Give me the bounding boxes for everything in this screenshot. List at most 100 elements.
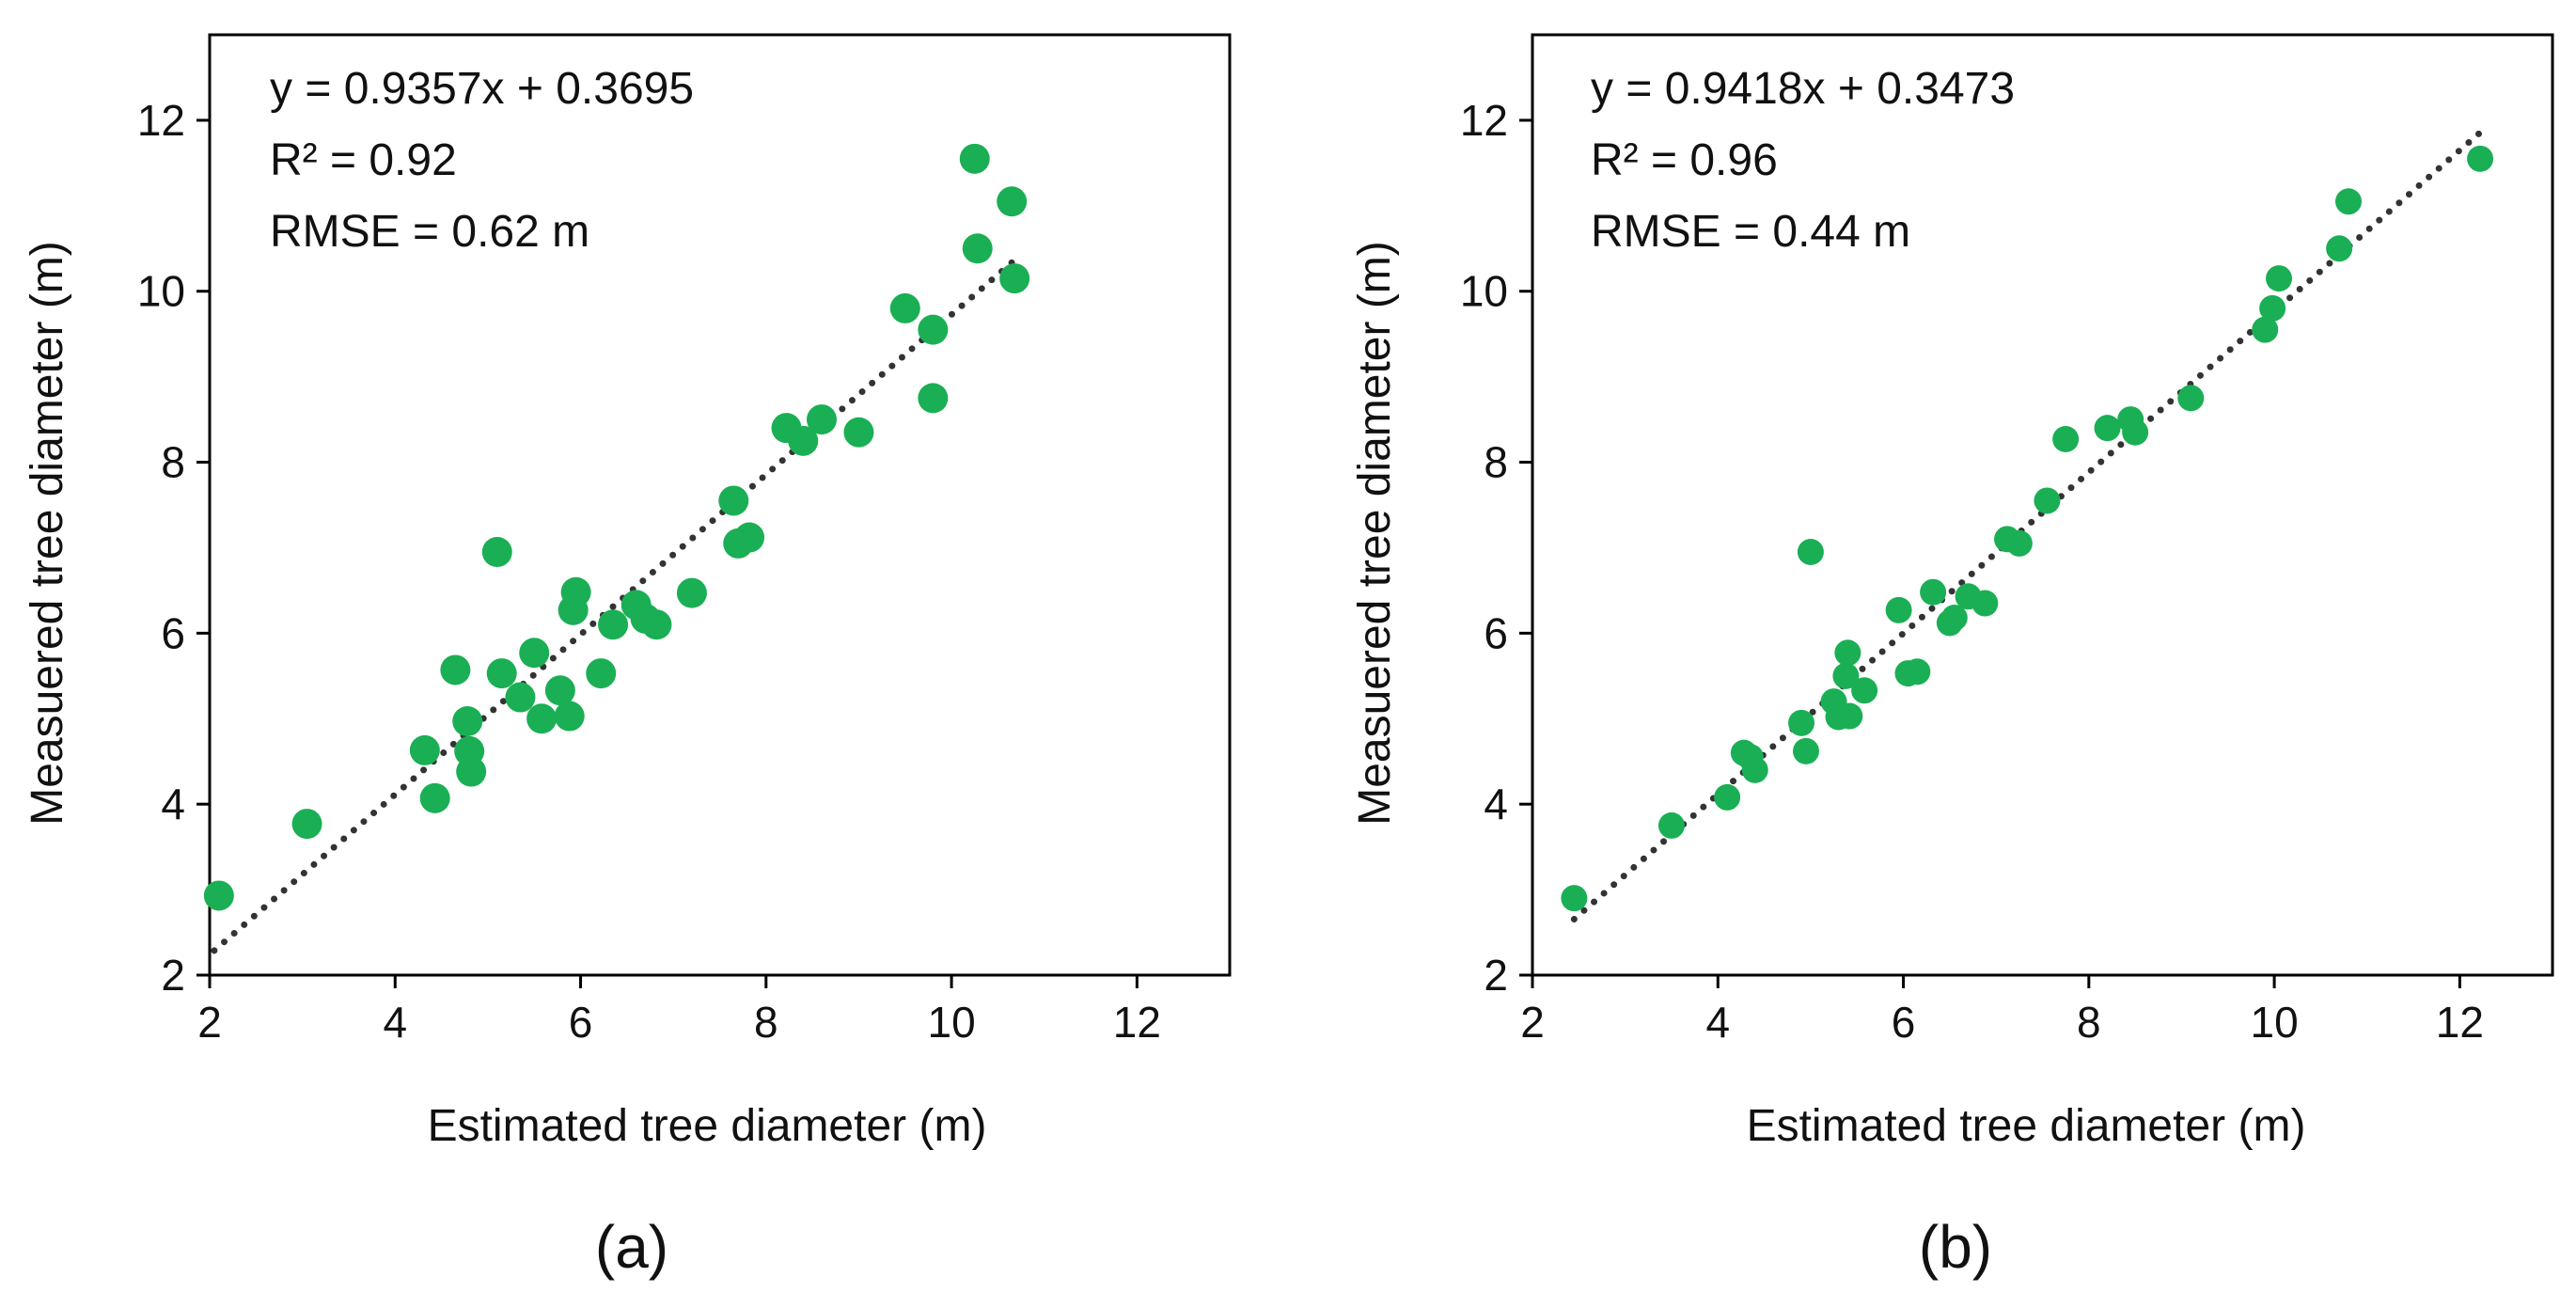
data-point [2177, 385, 2205, 412]
panel-label-a: (a) [595, 1213, 668, 1281]
y-tick-label: 8 [1484, 438, 1508, 487]
panel-b: 2 4 6 8 10 12 2 4 6 8 10 12 y = 0.9418x + 0.3473 R… [1350, 33, 2554, 1281]
data-point [409, 734, 440, 765]
y-tick-label: 2 [1484, 951, 1508, 1000]
data-point [1714, 783, 1741, 811]
y-ticks-a: 2 4 6 8 10 12 [137, 96, 210, 1000]
points-a [203, 143, 1030, 911]
x-tick-label: 6 [569, 998, 593, 1047]
data-point [2335, 188, 2362, 215]
data-point [1792, 737, 1819, 764]
annotation-rmse-b: RMSE = 0.44 m [1591, 207, 1910, 257]
x-axis-label-b: Estimated tree diameter (m) [1747, 1101, 2306, 1151]
x-tick-label: 4 [383, 998, 407, 1047]
data-point [1920, 578, 1947, 606]
trendline-a-group [211, 259, 1015, 954]
data-point [291, 809, 322, 840]
data-point [2034, 487, 2061, 514]
y-tick-label: 12 [137, 96, 185, 145]
data-point [1885, 596, 1912, 623]
data-point [997, 186, 1028, 217]
x-axis-label-a: Estimated tree diameter (m) [428, 1101, 987, 1151]
y-tick-label: 4 [1484, 780, 1508, 828]
data-point [203, 880, 234, 911]
y-tick-label: 10 [137, 267, 185, 316]
data-point [1851, 677, 1878, 704]
data-point [2326, 235, 2353, 262]
data-point [718, 485, 749, 516]
data-point [505, 682, 536, 713]
y-tick-label: 12 [1460, 96, 1508, 145]
annotation-equation-a: y = 0.9357x + 0.3695 [270, 64, 694, 114]
data-point [526, 703, 558, 734]
data-point [1904, 658, 1931, 686]
annotation-equation-b: y = 0.9418x + 0.3473 [1591, 64, 2015, 114]
data-point [2266, 265, 2293, 292]
plot-frame-a [208, 33, 1232, 977]
data-point [2052, 426, 2080, 452]
x-tick-label: 2 [197, 998, 222, 1047]
data-point [959, 143, 990, 174]
x-tick-label: 2 [1520, 998, 1545, 1047]
data-point [807, 404, 837, 435]
x-tick-label: 10 [2251, 998, 2299, 1047]
data-point [641, 609, 672, 640]
data-point [560, 576, 591, 607]
y-ticks-b: 2 4 6 8 10 12 [1460, 96, 1532, 1000]
data-point [2122, 418, 2149, 446]
data-point [586, 658, 617, 689]
x-tick-label: 12 [2436, 998, 2484, 1047]
annotation-r2-b: R² = 0.96 [1591, 135, 1778, 185]
y-tick-label: 2 [161, 951, 185, 1000]
y-tick-label: 8 [161, 438, 185, 487]
data-point [962, 233, 993, 264]
trendline [211, 259, 1015, 954]
x-tick-label: 8 [2077, 998, 2101, 1047]
data-point [889, 292, 920, 323]
x-ticks-b: 2 4 6 8 10 12 [1520, 975, 2484, 1047]
y-tick-label: 6 [1484, 608, 1508, 657]
data-point [2252, 316, 2279, 343]
data-point [843, 417, 874, 448]
panel-a: 2 4 6 8 10 12 2 4 6 8 10 12 y = 0.9357x + 0.3695 R… [23, 33, 1232, 1281]
x-tick-label: 8 [754, 998, 778, 1047]
data-point [456, 756, 487, 787]
data-point [519, 638, 550, 669]
data-point [486, 658, 517, 689]
data-point [918, 314, 949, 345]
y-tick-label: 4 [161, 780, 185, 828]
data-point [1788, 709, 1815, 736]
data-point [419, 782, 450, 813]
data-point [2259, 294, 2286, 322]
data-point [734, 522, 765, 553]
data-point [2094, 415, 2121, 442]
y-tick-label: 6 [161, 608, 185, 657]
data-point [1940, 605, 1968, 631]
annotation-r2-a: R² = 0.92 [270, 135, 457, 185]
x-tick-label: 10 [928, 998, 976, 1047]
y-axis-label-b: Measuered tree diameter (m) [1350, 241, 1400, 826]
data-point [554, 701, 585, 732]
annotation-rmse-a: RMSE = 0.62 m [270, 207, 589, 257]
panel-label-b: (b) [1919, 1213, 1992, 1281]
y-tick-label: 10 [1460, 267, 1508, 316]
data-point [1832, 662, 1860, 689]
data-point [452, 706, 483, 736]
plot-frame-b [1531, 33, 2554, 977]
points-b [1561, 145, 2494, 912]
data-point [918, 383, 949, 414]
data-point [440, 654, 471, 686]
data-point [788, 425, 819, 456]
data-point [1971, 590, 1999, 617]
data-point [1797, 539, 1824, 565]
data-point [598, 609, 629, 640]
data-point [481, 537, 512, 567]
data-point [2005, 529, 2033, 557]
data-point [1834, 639, 1861, 667]
data-point [544, 675, 575, 706]
data-point [1836, 702, 1863, 730]
data-point [1561, 885, 1588, 912]
x-tick-label: 4 [1705, 998, 1730, 1047]
x-tick-label: 6 [1892, 998, 1916, 1047]
